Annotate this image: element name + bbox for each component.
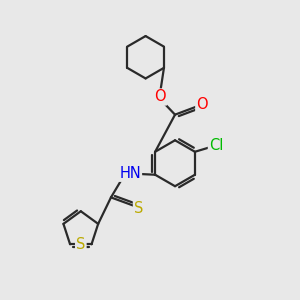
Text: Cl: Cl <box>209 138 223 153</box>
Text: HN: HN <box>119 166 141 181</box>
Text: O: O <box>154 89 166 104</box>
Text: O: O <box>196 97 208 112</box>
Text: S: S <box>76 237 86 252</box>
Text: S: S <box>134 201 143 216</box>
